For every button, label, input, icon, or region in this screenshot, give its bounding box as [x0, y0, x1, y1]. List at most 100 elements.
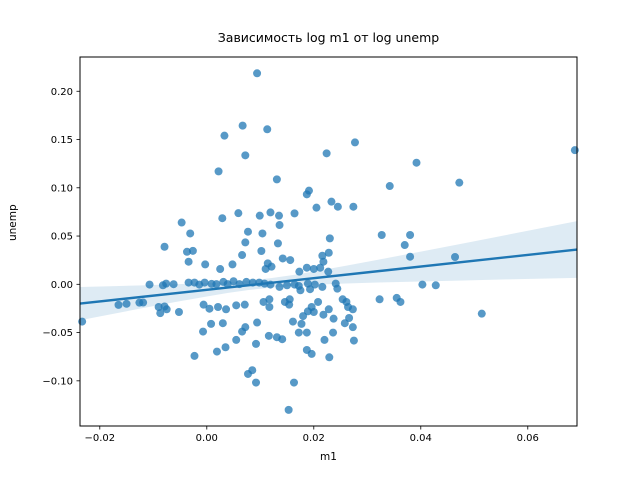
scatter-point	[289, 378, 298, 387]
scatter-point	[306, 285, 315, 294]
scatter-point	[348, 323, 357, 332]
scatter-point	[263, 125, 272, 134]
scatter-point	[295, 267, 304, 276]
scatter-point	[396, 297, 405, 306]
scatter-point	[296, 286, 305, 295]
regression-line	[79, 248, 578, 305]
scatter-point	[275, 282, 284, 291]
y-tick-label: 0.20	[51, 87, 73, 98]
scatter-point	[174, 308, 183, 317]
scatter-point	[78, 317, 87, 326]
scatter-point	[324, 305, 333, 314]
scatter-point	[299, 312, 308, 321]
scatter-point	[325, 353, 334, 362]
scatter-point	[412, 158, 421, 167]
y-tick-label: 0.05	[51, 232, 73, 243]
scatter-point	[284, 405, 293, 414]
scatter-point	[184, 278, 193, 287]
scatter-point	[325, 234, 334, 243]
chart-title: Зависимость log m1 от log unemp	[217, 30, 440, 45]
scatter-point	[228, 260, 237, 269]
x-tick-label: 0.02	[303, 433, 325, 444]
scatter-point	[214, 167, 223, 176]
scatter-point	[302, 263, 311, 272]
scatter-point	[259, 297, 268, 306]
x-tick-label: 0.04	[410, 433, 432, 444]
scatter-point	[319, 257, 328, 266]
scatter-point	[258, 229, 267, 238]
y-tick-label: 0.00	[51, 280, 73, 291]
scatter-point	[309, 264, 318, 273]
scatter-point	[218, 214, 227, 223]
scatter-point	[324, 267, 333, 276]
scatter-point	[220, 131, 229, 140]
plot-frame	[79, 56, 578, 427]
scatter-point	[322, 149, 331, 158]
scatter-point	[212, 280, 221, 289]
scatter-point	[267, 262, 276, 271]
scatter-point	[200, 278, 209, 287]
scatter-point	[139, 298, 148, 307]
scatter-point	[288, 317, 297, 326]
scatter-point	[283, 281, 292, 290]
scatter-point	[333, 202, 342, 211]
scatter-point	[186, 229, 195, 238]
scatter-point	[241, 323, 250, 332]
scatter-point	[199, 327, 208, 336]
scatter-point	[240, 300, 249, 309]
x-axis-label: m1	[320, 451, 337, 463]
scatter-point	[169, 280, 178, 289]
scatter-point	[145, 280, 154, 289]
x-tick-label: −0.02	[84, 433, 115, 444]
scatter-point	[222, 305, 231, 314]
scatter-point	[377, 230, 386, 239]
scatter-point	[177, 218, 186, 227]
scatter-point	[253, 69, 262, 78]
scatter-point	[455, 178, 464, 187]
scatter-point	[252, 339, 261, 348]
scatter-point	[272, 175, 281, 184]
scatter-point	[318, 251, 327, 260]
scatter-point	[290, 209, 299, 218]
scatter-point	[477, 309, 486, 318]
scatter-point	[158, 281, 167, 290]
scatter-point	[273, 239, 282, 248]
scatter-point	[318, 282, 327, 291]
scatter-point	[190, 351, 199, 360]
scatter-point	[290, 280, 299, 289]
scatter-point	[327, 197, 336, 206]
scatter-point	[348, 305, 357, 314]
scatter-point	[324, 248, 333, 257]
scatter-point	[275, 221, 284, 230]
scatter-point	[340, 319, 349, 328]
scatter-point	[216, 265, 225, 274]
scatter-point	[232, 335, 241, 344]
scatter-point	[253, 318, 262, 327]
scatter-point	[242, 277, 251, 286]
y-tick-label: −0.10	[42, 376, 73, 387]
scatter-point	[375, 295, 384, 304]
scatter-point	[312, 203, 321, 212]
scatter-point	[182, 247, 191, 256]
scatter-point	[302, 190, 311, 199]
scatter-point	[349, 336, 358, 345]
scatter-point	[349, 202, 358, 211]
scatter-point	[451, 252, 460, 261]
scatter-point	[286, 256, 295, 265]
scatter-point	[207, 319, 216, 328]
scatter-point	[252, 378, 261, 387]
scatter-point	[156, 309, 165, 318]
scatter-point	[570, 146, 579, 155]
scatter-point	[243, 227, 252, 236]
scatter-point	[221, 343, 230, 352]
y-axis-label: unemp	[7, 204, 19, 241]
scatter-point	[406, 230, 415, 239]
scatter-point	[266, 208, 275, 217]
scatter-point	[255, 211, 264, 220]
scatter-point	[309, 308, 318, 317]
scatter-point	[418, 280, 427, 289]
scatter-point	[160, 302, 169, 311]
scatter-point	[297, 319, 306, 328]
